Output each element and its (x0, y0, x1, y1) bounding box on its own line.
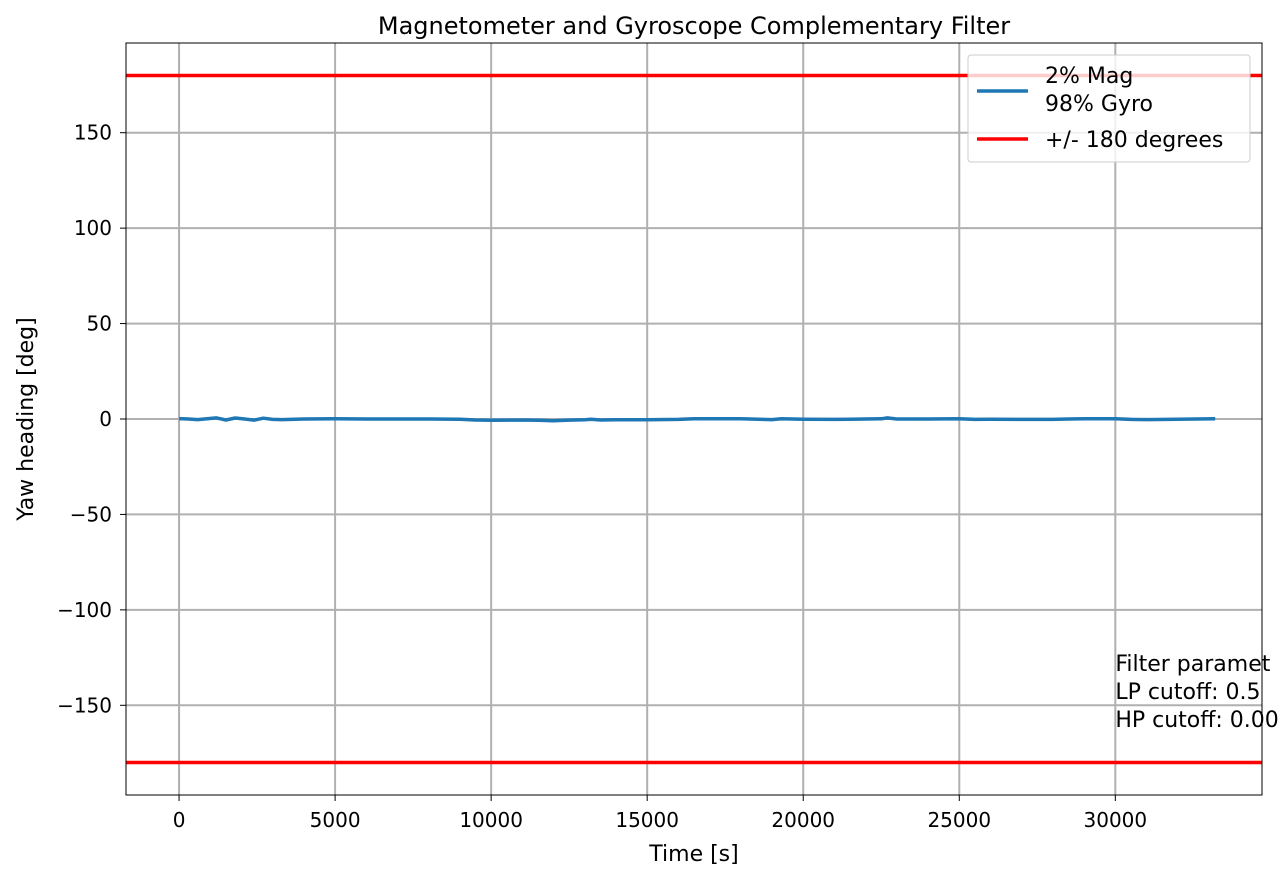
x-tick-label: 20000 (771, 808, 835, 832)
y-axis: 150 100 50 0 −50 −100 −150 (57, 121, 126, 717)
y-tick-label: 100 (74, 216, 112, 240)
x-tick-label: 15000 (615, 808, 679, 832)
filter-parameters-annotation: Filter paramet LP cutoff: 0.5 HP cutoff: 0… (1115, 652, 1278, 733)
annotation-line: LP cutoff: 0.5 (1115, 680, 1260, 705)
y-tick-label: −150 (57, 693, 112, 717)
y-tick-label: 0 (99, 407, 112, 431)
x-axis-label: Time [s] (648, 842, 738, 867)
y-tick-label: 150 (74, 121, 112, 145)
annotation-line: HP cutoff: 0.00 (1115, 708, 1278, 733)
chart-title: Magnetometer and Gyroscope Complementary… (378, 12, 1010, 40)
legend-label-mag: 2% Mag (1045, 64, 1133, 89)
x-tick-label: 10000 (459, 808, 523, 832)
x-tick-label: 5000 (310, 808, 361, 832)
y-tick-label: −50 (70, 502, 112, 526)
y-tick-label: 50 (87, 312, 112, 336)
legend-box (967, 54, 1251, 163)
x-tick-label: 0 (173, 808, 186, 832)
annotation-line: Filter paramet (1115, 652, 1270, 677)
series-layer (179, 416, 1216, 423)
y-axis-label: Yaw heading [deg] (14, 317, 39, 521)
series-line-mag-gyro (179, 416, 1216, 423)
x-axis: 0 5000 10000 15000 20000 25000 30000 (173, 795, 1147, 832)
x-tick-label: 30000 (1084, 808, 1148, 832)
legend-label-gyro: 98% Gyro (1045, 92, 1153, 117)
legend-label-180: +/- 180 degrees (1045, 128, 1223, 153)
legend: 2% Mag 98% Gyro +/- 180 degrees (967, 54, 1251, 163)
y-tick-label: −100 (57, 598, 112, 622)
x-tick-label: 25000 (927, 808, 991, 832)
